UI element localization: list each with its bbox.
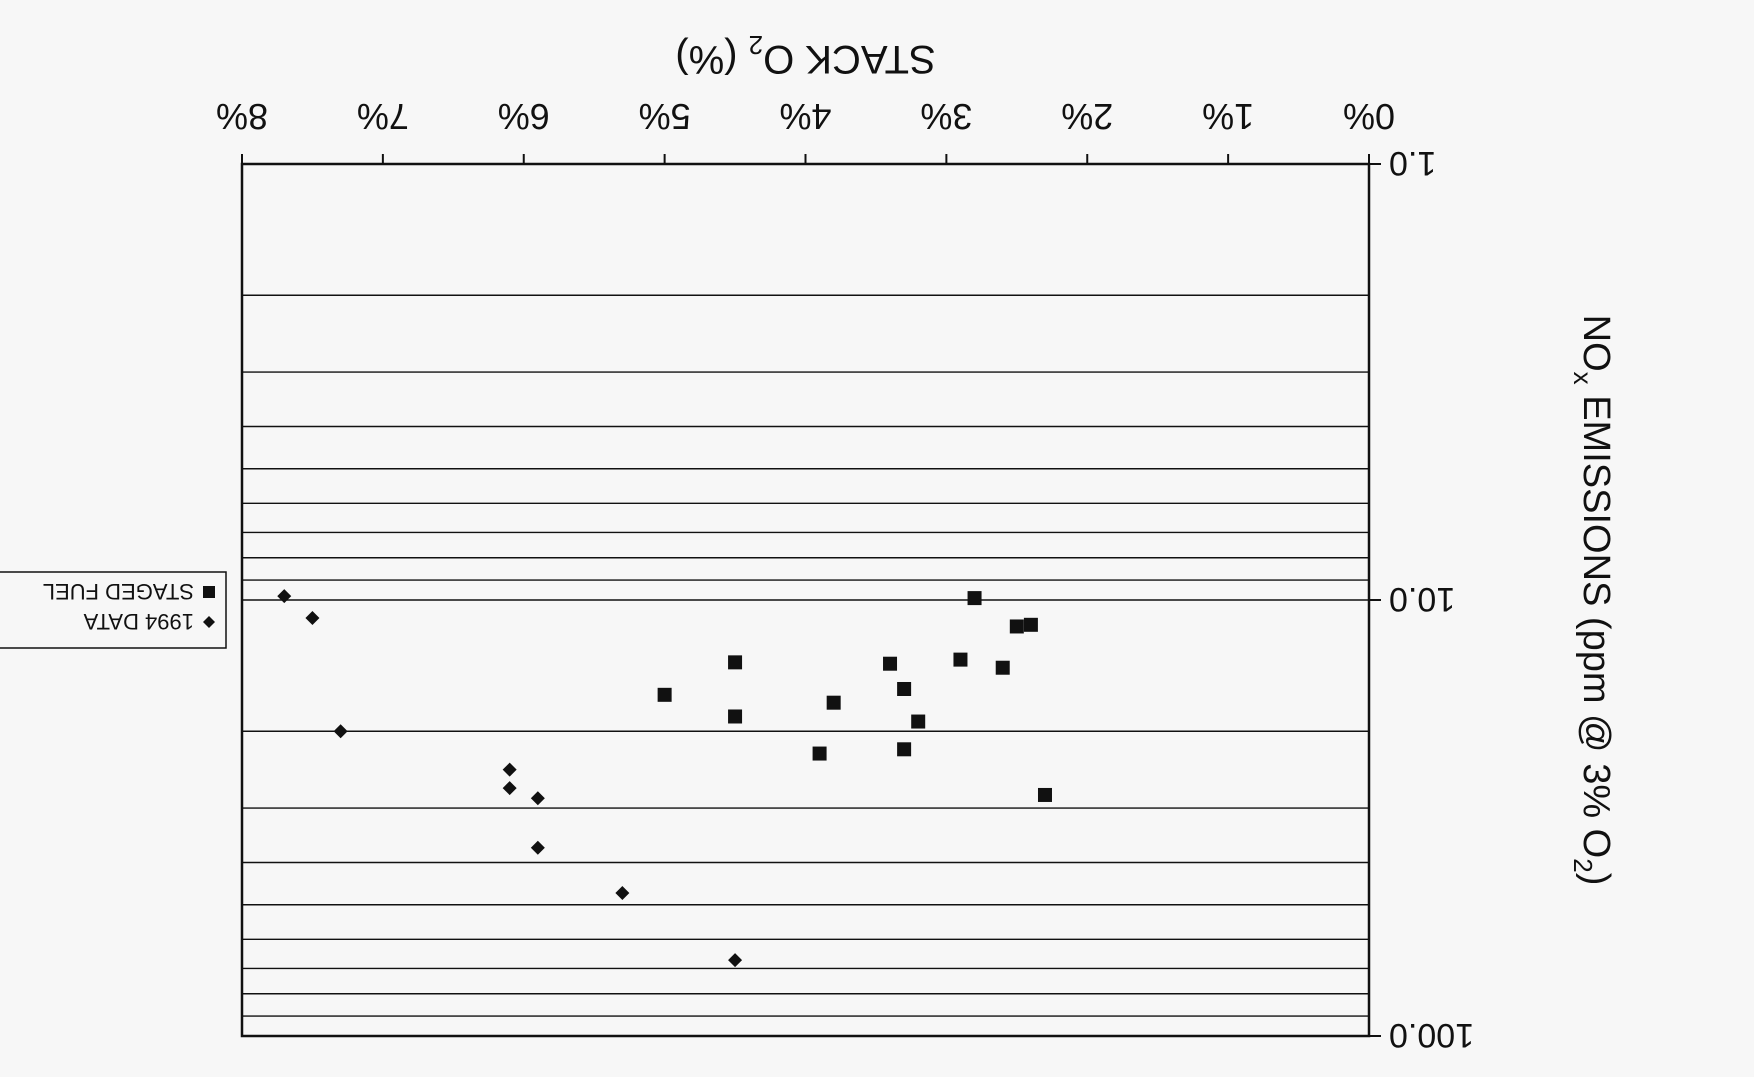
x-tick-layer: 0% 1% 2% 3% 4% 5% 6% 7% 8% bbox=[216, 96, 1395, 164]
x-tick-label: 5% bbox=[639, 96, 691, 137]
data-point-1994-data bbox=[333, 724, 348, 739]
x-tick-label: 1% bbox=[1202, 96, 1254, 137]
data-point-staged-fuel bbox=[728, 655, 743, 670]
data-point-1994-data bbox=[615, 886, 630, 901]
y-axis-label: NOx EMISSIONS (ppm @ 3% O2) bbox=[1568, 315, 1617, 886]
x-axis-label: STACK O2 (%) bbox=[675, 30, 935, 81]
data-point-1994-data bbox=[530, 791, 545, 806]
data-point-staged-fuel bbox=[826, 695, 841, 710]
data-point-staged-fuel bbox=[1023, 617, 1038, 632]
data-point-staged-fuel bbox=[897, 681, 912, 696]
data-point-1994-data bbox=[502, 762, 517, 777]
data-point-staged-fuel bbox=[995, 660, 1010, 675]
x-tick-label: 6% bbox=[498, 96, 550, 137]
x-tick-label: 3% bbox=[920, 96, 972, 137]
chart-rotated-group: 0% 1% 2% 3% 4% 5% 6% 7% 8% 1.0 10.0 100.0 STACK O2… bbox=[0, 30, 1617, 1054]
legend-marker-staged-fuel bbox=[203, 586, 215, 598]
data-point-staged-fuel bbox=[657, 687, 672, 702]
data-point-1994-data bbox=[305, 611, 320, 626]
y-tick-layer: 1.0 10.0 100.0 bbox=[1369, 144, 1474, 1054]
data-point-1994-data bbox=[502, 781, 517, 796]
y-tick-label: 1.0 bbox=[1389, 144, 1436, 182]
y-tick-label: 100.0 bbox=[1389, 1016, 1474, 1054]
point-layer bbox=[277, 589, 1052, 968]
legend: 1994 DATA STAGED FUEL bbox=[0, 571, 227, 649]
data-point-staged-fuel bbox=[728, 709, 743, 724]
x-tick-label: 8% bbox=[216, 96, 268, 137]
data-point-staged-fuel bbox=[897, 742, 912, 757]
data-point-staged-fuel bbox=[1009, 619, 1024, 634]
legend-box bbox=[0, 571, 227, 649]
x-tick-label: 0% bbox=[1343, 96, 1395, 137]
data-point-staged-fuel bbox=[812, 746, 827, 761]
y-tick-label: 10.0 bbox=[1389, 580, 1455, 618]
x-tick-label: 2% bbox=[1061, 96, 1113, 137]
data-point-staged-fuel bbox=[1037, 787, 1052, 802]
data-point-1994-data bbox=[728, 953, 743, 968]
x-tick-label: 4% bbox=[779, 96, 831, 137]
data-point-staged-fuel bbox=[911, 714, 926, 729]
data-point-staged-fuel bbox=[883, 656, 898, 671]
legend-label-1994-data: 1994 DATA bbox=[83, 609, 194, 634]
data-point-1994-data bbox=[530, 840, 545, 855]
data-point-1994-data bbox=[277, 589, 292, 604]
grid-layer bbox=[242, 294, 1369, 1037]
data-point-staged-fuel bbox=[953, 652, 968, 667]
data-point-staged-fuel bbox=[967, 591, 982, 606]
legend-label-staged-fuel: STAGED FUEL bbox=[43, 579, 194, 604]
x-tick-label: 7% bbox=[357, 96, 409, 137]
legend-marker-1994-data bbox=[203, 616, 215, 628]
